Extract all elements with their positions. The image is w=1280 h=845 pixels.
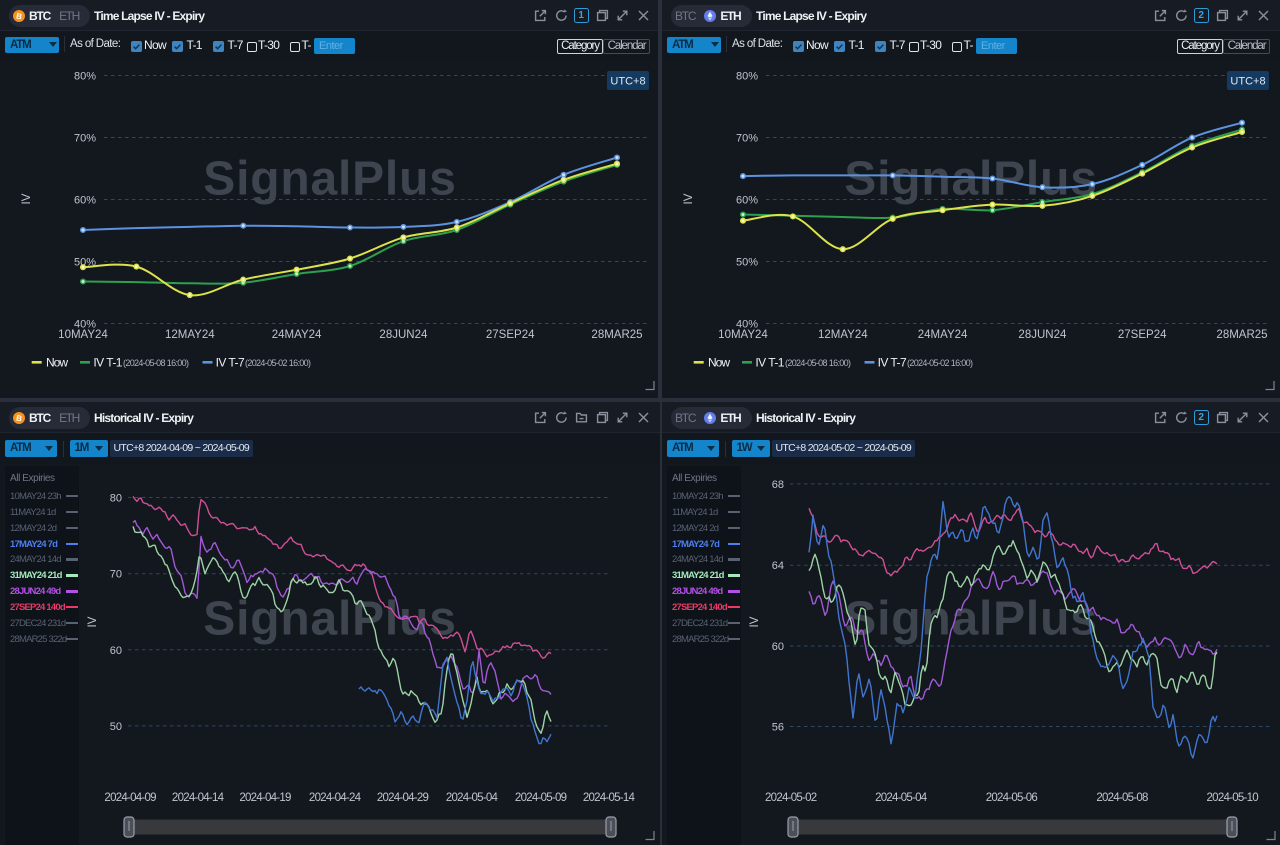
svg-text:SignalPlus: SignalPlus [844, 153, 1097, 206]
svg-text:IV: IV [21, 193, 33, 204]
svg-text:B: B [15, 11, 23, 21]
svg-text:2024-05-06: 2024-05-06 [986, 792, 1038, 804]
svg-text:IV: IV [683, 193, 695, 204]
svg-text:2024-04-24: 2024-04-24 [309, 792, 362, 804]
svg-text:50: 50 [110, 721, 122, 733]
svg-text:28JUN24: 28JUN24 [379, 329, 428, 341]
svg-text:Now: Now [46, 356, 68, 370]
svg-text:12MAY24: 12MAY24 [818, 329, 868, 341]
svg-text:UTC+8: UTC+8 [1230, 76, 1265, 88]
svg-text:2024-05-02: 2024-05-02 [765, 792, 817, 804]
svg-text:IV T-7: IV T-7 [216, 356, 245, 370]
svg-text:24MAY24: 24MAY24 [272, 329, 322, 341]
svg-text:60: 60 [110, 645, 122, 657]
svg-text:SignalPlus: SignalPlus [203, 593, 456, 646]
svg-text:64: 64 [772, 560, 784, 572]
svg-text:70%: 70% [74, 133, 96, 145]
svg-text:60%: 60% [736, 195, 758, 207]
svg-text:68: 68 [772, 479, 784, 491]
svg-text:IV T-1: IV T-1 [755, 356, 784, 370]
svg-text:12MAY24: 12MAY24 [165, 329, 215, 341]
svg-text:80%: 80% [736, 71, 758, 83]
svg-text:28MAR25: 28MAR25 [1216, 329, 1267, 341]
svg-text:80%: 80% [74, 71, 96, 83]
svg-text:IV T-1: IV T-1 [93, 356, 122, 370]
svg-text:IV T-7: IV T-7 [878, 356, 907, 370]
svg-text:10MAY24: 10MAY24 [58, 329, 108, 341]
svg-text:80: 80 [110, 493, 122, 505]
svg-text:60: 60 [772, 641, 784, 653]
svg-text:Now: Now [708, 356, 730, 370]
svg-text:56: 56 [772, 722, 784, 734]
svg-text:24MAY24: 24MAY24 [918, 329, 968, 341]
svg-text:27SEP24: 27SEP24 [1118, 329, 1167, 341]
svg-text:2024-04-14: 2024-04-14 [172, 792, 225, 804]
svg-text:70: 70 [110, 569, 122, 581]
svg-text:28JUN24: 28JUN24 [1018, 329, 1067, 341]
svg-text:2024-04-19: 2024-04-19 [239, 792, 291, 804]
svg-text:B: B [15, 413, 23, 423]
svg-text:(2024-05-08 16:00): (2024-05-08 16:00) [785, 358, 851, 368]
svg-text:10MAY24: 10MAY24 [718, 329, 768, 341]
svg-text:SignalPlus: SignalPlus [844, 593, 1097, 646]
svg-text:IV: IV [87, 616, 99, 627]
svg-text:IV: IV [749, 616, 761, 627]
svg-text:2024-05-09: 2024-05-09 [515, 792, 567, 804]
svg-text:(2024-05-02 16:00): (2024-05-02 16:00) [907, 358, 973, 368]
svg-text:(2024-05-02 16:00): (2024-05-02 16:00) [245, 358, 311, 368]
svg-text:2024-04-09: 2024-04-09 [104, 792, 156, 804]
svg-text:2024-04-29: 2024-04-29 [377, 792, 429, 804]
svg-text:40%: 40% [736, 319, 758, 331]
svg-text:60%: 60% [74, 195, 96, 207]
svg-text:2024-05-08: 2024-05-08 [1096, 792, 1148, 804]
svg-text:UTC+8: UTC+8 [610, 76, 645, 88]
svg-text:(2024-05-08 16:00): (2024-05-08 16:00) [123, 358, 189, 368]
svg-text:2024-05-04: 2024-05-04 [875, 792, 928, 804]
svg-text:28MAR25: 28MAR25 [591, 329, 642, 341]
svg-text:50%: 50% [74, 257, 96, 269]
svg-text:2024-05-10: 2024-05-10 [1207, 792, 1259, 804]
svg-text:SignalPlus: SignalPlus [203, 153, 456, 206]
svg-text:2024-05-04: 2024-05-04 [446, 792, 499, 804]
svg-text:40%: 40% [74, 319, 96, 331]
svg-text:27SEP24: 27SEP24 [486, 329, 535, 341]
svg-text:2024-05-14: 2024-05-14 [583, 792, 636, 804]
svg-text:70%: 70% [736, 133, 758, 145]
svg-text:50%: 50% [736, 257, 758, 269]
